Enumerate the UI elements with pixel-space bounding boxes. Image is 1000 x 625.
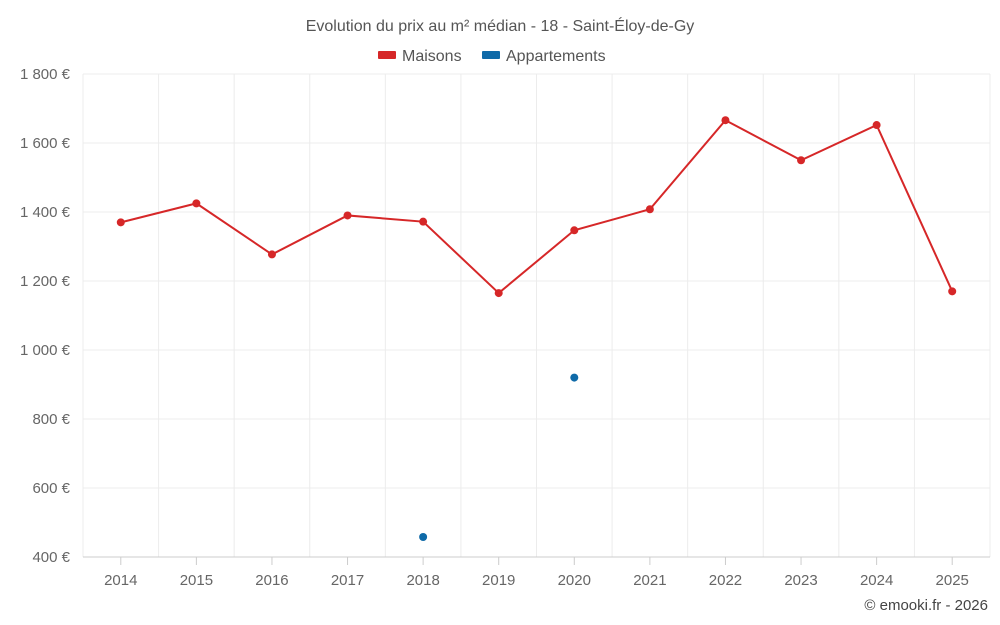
y-tick-label: 1 600 € bbox=[20, 135, 71, 152]
chart-title: Evolution du prix au m² médian - 18 - Sa… bbox=[306, 16, 695, 35]
y-tick-label: 800 € bbox=[32, 411, 70, 428]
legend-item-maisons[interactable]: Maisons bbox=[378, 48, 462, 65]
data-point-maisons-2023[interactable] bbox=[797, 156, 806, 165]
y-tick-label: 600 € bbox=[32, 480, 70, 497]
x-tick-label: 2018 bbox=[406, 572, 439, 589]
x-tick-label: 2014 bbox=[104, 572, 137, 589]
y-tick-label: 1 400 € bbox=[20, 204, 71, 221]
data-point-appartements-2020[interactable] bbox=[570, 373, 579, 382]
data-point-maisons-2020[interactable] bbox=[570, 226, 579, 235]
x-tick-label: 2016 bbox=[255, 572, 288, 589]
data-point-maisons-2022[interactable] bbox=[721, 116, 730, 125]
series-line-maisons bbox=[120, 118, 954, 295]
data-point-appartements-2018[interactable] bbox=[419, 532, 428, 541]
series-appartements bbox=[419, 373, 579, 541]
y-axis: 400 € 600 € 800 € 1 000 € 1 200 € 1 400 € 1 60… bbox=[20, 66, 71, 566]
x-tick-label: 2025 bbox=[936, 572, 969, 589]
y-tick-label: 1 000 € bbox=[20, 342, 71, 359]
y-tick-label: 1 800 € bbox=[20, 66, 71, 83]
legend-label-appartements: Appartements bbox=[506, 48, 606, 65]
legend-swatch-appartements bbox=[482, 51, 500, 59]
data-point-maisons-2025[interactable] bbox=[948, 287, 957, 296]
x-tick-label: 2020 bbox=[558, 572, 591, 589]
x-tick-label: 2019 bbox=[482, 572, 515, 589]
series-maisons bbox=[116, 116, 957, 298]
x-tick-label: 2024 bbox=[860, 572, 893, 589]
data-point-maisons-2019[interactable] bbox=[494, 289, 503, 298]
data-point-maisons-2017[interactable] bbox=[343, 211, 352, 220]
legend-item-appartements[interactable]: Appartements bbox=[482, 48, 606, 65]
data-point-maisons-2014[interactable] bbox=[116, 218, 125, 227]
x-tick-label: 2021 bbox=[633, 572, 666, 589]
data-point-maisons-2024[interactable] bbox=[872, 121, 881, 130]
credit-text: © emooki.fr - 2026 bbox=[864, 597, 988, 614]
y-tick-label: 400 € bbox=[32, 549, 70, 566]
legend-swatch-maisons bbox=[378, 51, 396, 59]
data-point-maisons-2016[interactable] bbox=[267, 250, 276, 259]
x-tick-label: 2023 bbox=[784, 572, 817, 589]
series bbox=[116, 116, 957, 541]
data-point-maisons-2021[interactable] bbox=[645, 205, 654, 214]
y-tick-label: 1 200 € bbox=[20, 273, 71, 290]
legend: Maisons Appartements bbox=[378, 48, 606, 65]
x-tick-label: 2017 bbox=[331, 572, 364, 589]
legend-label-maisons: Maisons bbox=[402, 48, 462, 65]
x-tick-label: 2022 bbox=[709, 572, 742, 589]
x-tick-label: 2015 bbox=[180, 572, 213, 589]
x-axis: 2014 2015 2016 2017 2018 2019 2020 2021 2022 2023… bbox=[83, 556, 990, 589]
grid bbox=[82, 73, 991, 557]
data-point-maisons-2018[interactable] bbox=[419, 217, 428, 226]
data-point-maisons-2015[interactable] bbox=[192, 199, 201, 208]
